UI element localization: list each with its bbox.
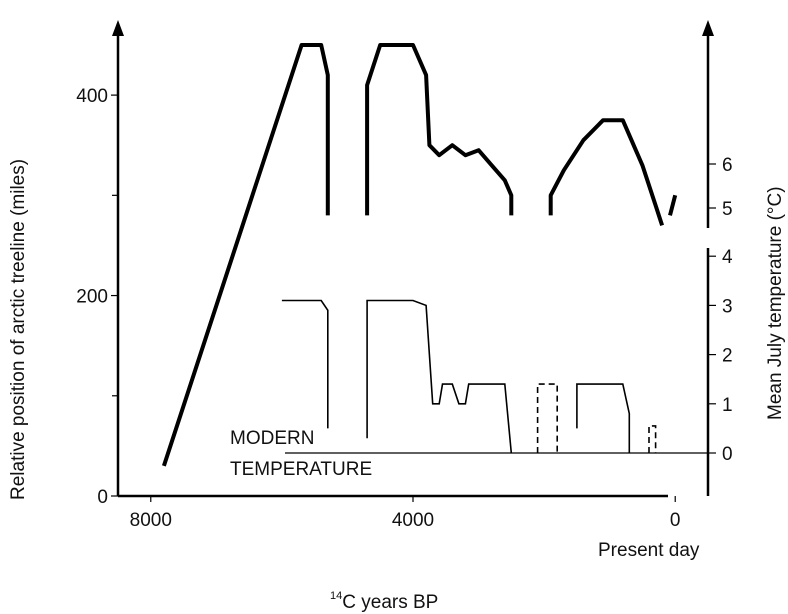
x-axis-title: 14C years BP xyxy=(330,590,438,613)
modern-label-line-1: MODERN xyxy=(230,428,314,449)
y-left-axis-arrow xyxy=(112,20,124,36)
ticks-group: 8000 4000 0 0 200 400 5 6 0 1 2 3 4 xyxy=(76,86,733,531)
treeline-segment-1 xyxy=(365,43,514,216)
y-right-axis-title: Mean July temperature (°C) xyxy=(765,186,786,420)
x-end-label: Present day xyxy=(598,540,700,561)
y-left-tick-label-0: 0 xyxy=(97,487,108,508)
axes-group xyxy=(112,20,714,498)
x-axis-title-main: C years BP xyxy=(342,592,438,613)
x-axis-title-superscript: 14 xyxy=(330,590,342,602)
y-right-lower-tick-label-0: 0 xyxy=(722,444,733,465)
y-right-axis-arrow xyxy=(702,20,714,36)
x-tick-label-1: 4000 xyxy=(392,510,434,531)
x-tick-label-2: 0 xyxy=(670,510,681,531)
temperature-dashed-segment-1 xyxy=(648,425,657,453)
temperature-segment-2 xyxy=(576,383,631,453)
temperature-segment-0 xyxy=(281,299,329,429)
y-left-tick-label-1: 200 xyxy=(76,287,108,308)
treeline-segment-2 xyxy=(548,118,665,227)
temperature-dashed-segment-0 xyxy=(536,383,559,453)
y-right-lower-tick-label-3: 3 xyxy=(722,296,733,317)
treeline-segment-3 xyxy=(668,194,678,216)
y-right-upper-tick-label-1: 6 xyxy=(722,155,733,176)
modern-label-line-2: TEMPERATURE xyxy=(230,459,372,480)
y-right-lower-tick-label-4: 4 xyxy=(722,247,733,268)
temperature-segment-1 xyxy=(366,299,513,454)
y-right-upper-tick-label-0: 5 xyxy=(722,199,733,220)
treeline-segment-0 xyxy=(161,43,330,467)
series-group xyxy=(161,43,708,467)
y-right-lower-tick-label-2: 2 xyxy=(722,346,733,367)
y-left-tick-label-2: 400 xyxy=(76,86,108,107)
y-right-lower-tick-label-1: 1 xyxy=(722,395,733,416)
y-left-axis-title: Relative position of arctic treeline (mi… xyxy=(8,159,29,500)
x-tick-label-0: 8000 xyxy=(130,510,172,531)
